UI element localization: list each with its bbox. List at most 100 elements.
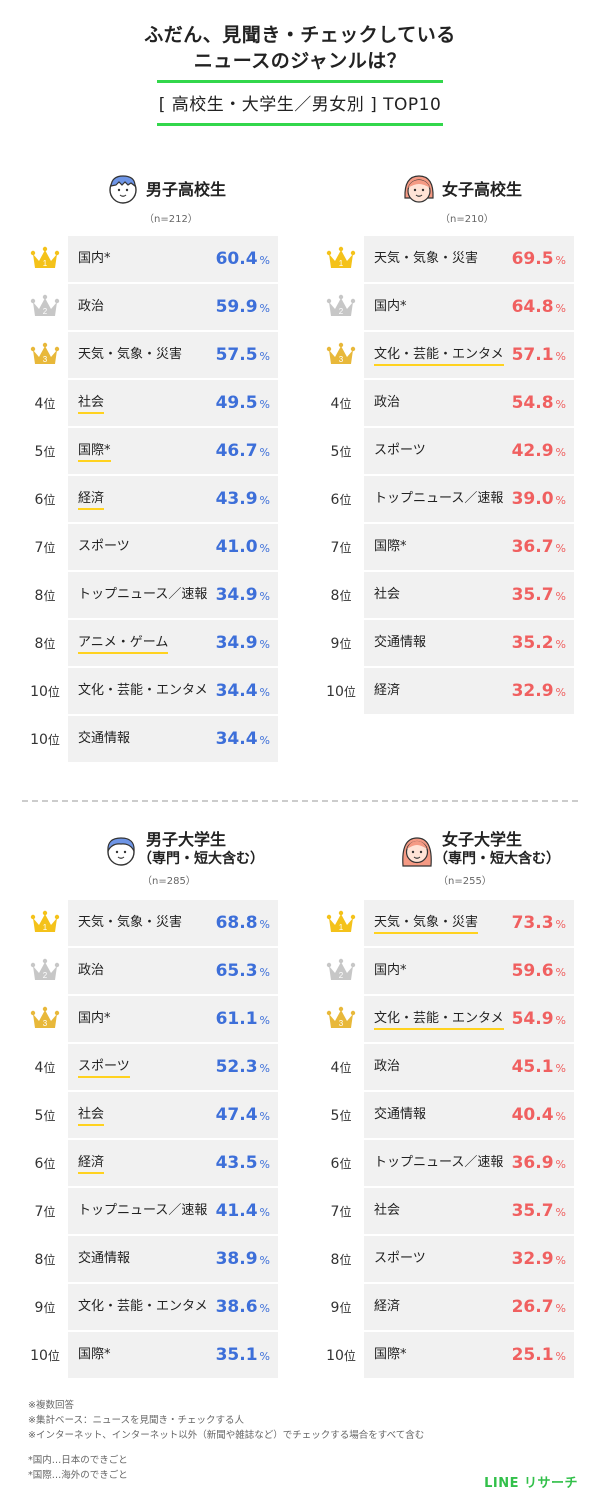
rank-cell: 2 xyxy=(318,284,364,330)
panel-male-highschool: 男子高校生 （n=212） 1 国内* 60.4% 2 政治 59.9% 3 天気・気象・災害 57… xyxy=(22,172,278,762)
rank-cell: 7位 xyxy=(318,524,364,570)
ranking-row: 国内* 60.4% xyxy=(68,236,278,282)
sample-size: （n=285） xyxy=(142,876,196,887)
rank-cell: 4位 xyxy=(22,1044,68,1090)
percentage-value: 45.1% xyxy=(511,1057,566,1077)
rank-cell: 5位 xyxy=(318,428,364,474)
genre-label: 国内* xyxy=(78,251,111,266)
genre-label: 文化・芸能・エンタメ xyxy=(374,996,504,1042)
rank-cell: 7位 xyxy=(22,1188,68,1234)
genre-label: スポーツ xyxy=(374,1251,426,1266)
percentage-value: 38.6% xyxy=(215,1297,270,1317)
genre-label: 国際* xyxy=(374,539,407,554)
genre-label: 文化・芸能・エンタメ xyxy=(78,683,208,698)
footnote-base: ※集計ベース：ニュースを見聞き・チェックする人 xyxy=(28,1415,245,1426)
rank-cell: 6位 xyxy=(318,1140,364,1186)
percentage-value: 40.4% xyxy=(511,1105,566,1125)
rank-cell: 7位 xyxy=(318,1188,364,1234)
ranking-row: 国内* 61.1% xyxy=(68,996,278,1042)
genre-label: トップニュース／速報 xyxy=(78,587,208,602)
ranking-row: 文化・芸能・エンタメ 54.9% xyxy=(364,996,574,1042)
rank-cell: 9位 xyxy=(22,1284,68,1330)
percentage-value: 41.0% xyxy=(215,537,270,557)
rank-cell: 10位 xyxy=(318,1332,364,1378)
percentage-value: 49.5% xyxy=(215,393,270,413)
percentage-value: 60.4% xyxy=(215,249,270,269)
sample-size: （n=212） xyxy=(144,214,198,225)
rank-number: 7位 xyxy=(34,539,56,556)
ranking-row: 政治 54.8% xyxy=(364,380,574,426)
percentage-value: 43.5% xyxy=(215,1153,270,1173)
percentage-value: 65.3% xyxy=(215,961,270,981)
rank-number: 6位 xyxy=(34,491,56,508)
genre-label: 政治 xyxy=(78,963,105,978)
rank-cell: 10位 xyxy=(318,668,364,714)
rank-cell: 4位 xyxy=(318,1044,364,1090)
rank-cell: 8位 xyxy=(22,620,68,666)
svg-text:1: 1 xyxy=(339,923,344,932)
svg-text:2: 2 xyxy=(339,307,344,316)
rank-cell: 3 xyxy=(22,332,68,378)
rank-cell: 9位 xyxy=(318,620,364,666)
rank-number: 6位 xyxy=(34,1155,56,1172)
ranking-row: 国際* 25.1% xyxy=(364,1332,574,1378)
percentage-value: 57.1% xyxy=(511,345,566,365)
svg-text:2: 2 xyxy=(43,307,48,316)
boy-blue-hair-icon xyxy=(104,834,138,868)
rank-number: 10位 xyxy=(326,1347,356,1364)
rank-number: 8位 xyxy=(330,587,352,604)
genre-label: 交通情報 xyxy=(374,635,427,650)
genre-label: 交通情報 xyxy=(78,1251,131,1266)
rank-number: 4位 xyxy=(330,395,352,412)
ranking-row: 文化・芸能・エンタメ 34.4% xyxy=(68,668,278,714)
genre-label: 政治 xyxy=(374,1059,401,1074)
ranking-row: アニメ・ゲーム 34.9% xyxy=(68,620,278,666)
ranking-row: トップニュース／速報 36.9% xyxy=(364,1140,574,1186)
rank-cell: 7位 xyxy=(22,524,68,570)
ranking-row: 天気・気象・災害 69.5% xyxy=(364,236,574,282)
title-underline xyxy=(157,80,443,83)
svg-text:2: 2 xyxy=(43,971,48,980)
percentage-value: 59.6% xyxy=(511,961,566,981)
rank-number: 5位 xyxy=(330,1107,352,1124)
genre-label: スポーツ xyxy=(78,1044,130,1090)
ranking-row: 国際* 36.7% xyxy=(364,524,574,570)
genre-label: 経済 xyxy=(374,683,401,698)
sample-size: （n=255） xyxy=(438,876,492,887)
ranking-row: トップニュース／速報 39.0% xyxy=(364,476,574,522)
percentage-value: 39.0% xyxy=(511,489,566,509)
line-research-logo: LINE リサーチ xyxy=(484,1476,578,1491)
genre-label: 交通情報 xyxy=(78,731,131,746)
ranking-row: トップニュース／速報 41.4% xyxy=(68,1188,278,1234)
percentage-value: 59.9% xyxy=(215,297,270,317)
definition-international: *国際…海外のできごと xyxy=(28,1470,128,1481)
genre-label: スポーツ xyxy=(78,539,130,554)
rank-cell: 9位 xyxy=(318,1284,364,1330)
genre-label: 政治 xyxy=(374,395,401,410)
percentage-value: 36.9% xyxy=(511,1153,566,1173)
genre-label: 国際* xyxy=(78,428,111,474)
footnote-multiple-answers: ※複数回答 xyxy=(28,1400,74,1411)
rank-number: 4位 xyxy=(330,1059,352,1076)
rank-cell: 8位 xyxy=(22,1236,68,1282)
percentage-value: 54.8% xyxy=(511,393,566,413)
silver-crown-icon: 2 xyxy=(326,294,356,316)
ranking-row: スポーツ 32.9% xyxy=(364,1236,574,1282)
percentage-value: 34.4% xyxy=(215,681,270,701)
subtitle: [ 高校生・大学生／男女別 ] TOP10 xyxy=(158,95,442,115)
subtitle-underline xyxy=(157,123,443,126)
rank-cell: 8位 xyxy=(22,572,68,618)
silver-crown-icon: 2 xyxy=(30,958,60,980)
svg-text:1: 1 xyxy=(339,259,344,268)
genre-label: 文化・芸能・エンタメ xyxy=(78,1299,208,1314)
panel-subtitle: （専門・短大含む） xyxy=(434,851,560,867)
svg-text:1: 1 xyxy=(43,923,48,932)
gold-crown-icon: 1 xyxy=(30,246,60,268)
ranking-row: 国際* 46.7% xyxy=(68,428,278,474)
ranking-row: 国内* 64.8% xyxy=(364,284,574,330)
percentage-value: 25.1% xyxy=(511,1345,566,1365)
percentage-value: 26.7% xyxy=(511,1297,566,1317)
genre-label: 天気・気象・災害 xyxy=(78,915,183,930)
rank-number: 6位 xyxy=(330,1155,352,1172)
bronze-crown-icon: 3 xyxy=(326,1006,356,1028)
